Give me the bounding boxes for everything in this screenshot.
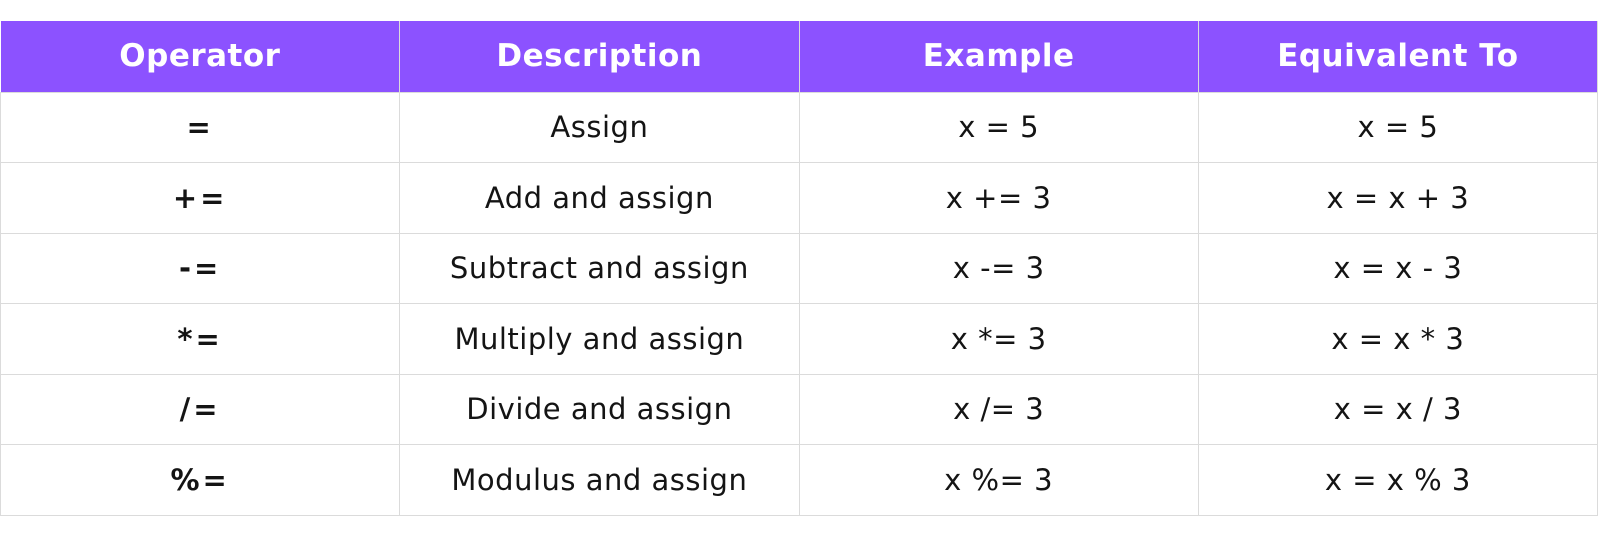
table-row: += Add and assign x += 3 x = x + 3 xyxy=(0,162,1599,234)
table-row: /= Divide and assign x /= 3 x = x / 3 xyxy=(0,373,1599,445)
description-cell: Subtract and assign xyxy=(399,232,800,304)
operator-cell: *= xyxy=(0,303,401,375)
header-row: Operator Description Example Equivalent … xyxy=(0,21,1599,93)
operator-cell: /= xyxy=(0,373,401,445)
operator-cell: %= xyxy=(0,444,401,516)
operator-cell: += xyxy=(0,162,401,234)
description-cell: Assign xyxy=(399,91,800,163)
example-cell: x %= 3 xyxy=(798,444,1199,516)
column-header-equivalent-to: Equivalent To xyxy=(1197,21,1599,93)
description-cell: Modulus and assign xyxy=(399,444,800,516)
equivalent-cell: x = x * 3 xyxy=(1197,303,1599,375)
description-cell: Divide and assign xyxy=(399,373,800,445)
example-cell: x += 3 xyxy=(798,162,1199,234)
example-cell: x -= 3 xyxy=(798,232,1199,304)
column-header-example: Example xyxy=(798,21,1199,93)
equivalent-cell: x = x / 3 xyxy=(1197,373,1599,445)
column-header-operator: Operator xyxy=(0,21,401,93)
description-cell: Multiply and assign xyxy=(399,303,800,375)
table-row: = Assign x = 5 x = 5 xyxy=(0,91,1599,163)
table-row: -= Subtract and assign x -= 3 x = x - 3 xyxy=(0,232,1599,304)
description-cell: Add and assign xyxy=(399,162,800,234)
equivalent-cell: x = x + 3 xyxy=(1197,162,1599,234)
table-row: %= Modulus and assign x %= 3 x = x % 3 xyxy=(0,444,1599,516)
operator-cell: = xyxy=(0,91,401,163)
equivalent-cell: x = 5 xyxy=(1197,91,1599,163)
operator-cell: -= xyxy=(0,232,401,304)
example-cell: x /= 3 xyxy=(798,373,1199,445)
equivalent-cell: x = x - 3 xyxy=(1197,232,1599,304)
equivalent-cell: x = x % 3 xyxy=(1197,444,1599,516)
assignment-operators-table: Operator Description Example Equivalent … xyxy=(0,21,1599,516)
column-header-description: Description xyxy=(399,21,800,93)
example-cell: x *= 3 xyxy=(798,303,1199,375)
example-cell: x = 5 xyxy=(798,91,1199,163)
table-row: *= Multiply and assign x *= 3 x = x * 3 xyxy=(0,303,1599,375)
